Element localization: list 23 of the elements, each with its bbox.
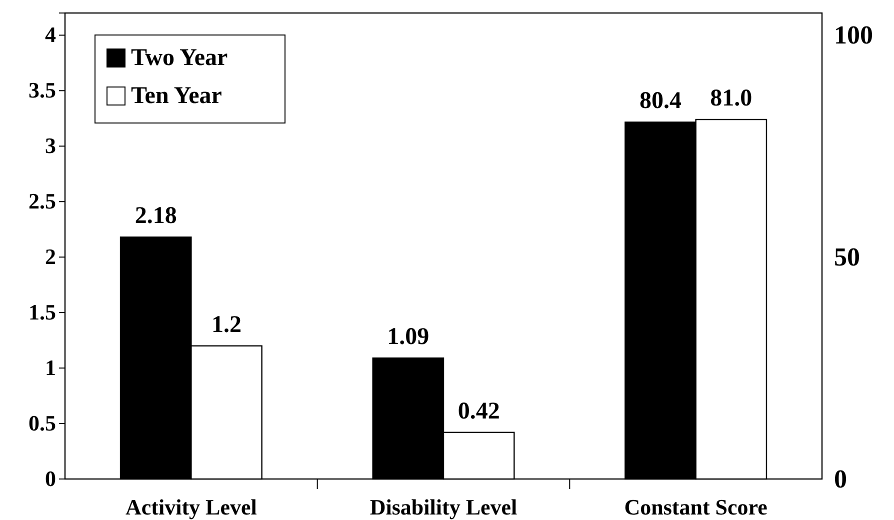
- x-tick-label: Constant Score: [624, 494, 768, 520]
- y-tick-label: 1.5: [28, 300, 56, 325]
- y2-tick-label: 100: [834, 20, 873, 50]
- data-label: 2.18: [134, 203, 177, 230]
- y2-tick-label: 0: [834, 464, 847, 494]
- y-tick-label: 1: [45, 355, 56, 380]
- y-tick-label: 4: [45, 22, 56, 48]
- y-tick-label: 3: [45, 133, 56, 158]
- y-tick-label: 0: [45, 466, 56, 492]
- data-label: 80.4: [640, 88, 682, 114]
- y-tick-label: 0.5: [28, 410, 56, 436]
- y-tick-label: 2: [45, 244, 56, 270]
- y-tick-label: 3.5: [28, 78, 56, 103]
- x-tick-label: Activity Level: [125, 494, 257, 520]
- y-tick-label: 2.5: [28, 188, 56, 214]
- legend-label: Two Year: [131, 45, 228, 71]
- data-label: 81.0: [710, 86, 752, 112]
- y2-tick-label: 50: [834, 242, 860, 272]
- data-label: 1.09: [387, 324, 430, 350]
- data-label: 1.2: [211, 312, 242, 338]
- x-tick-label: Disability Level: [370, 494, 518, 520]
- legend-label: Ten Year: [131, 83, 222, 109]
- data-label: 0.42: [458, 398, 500, 424]
